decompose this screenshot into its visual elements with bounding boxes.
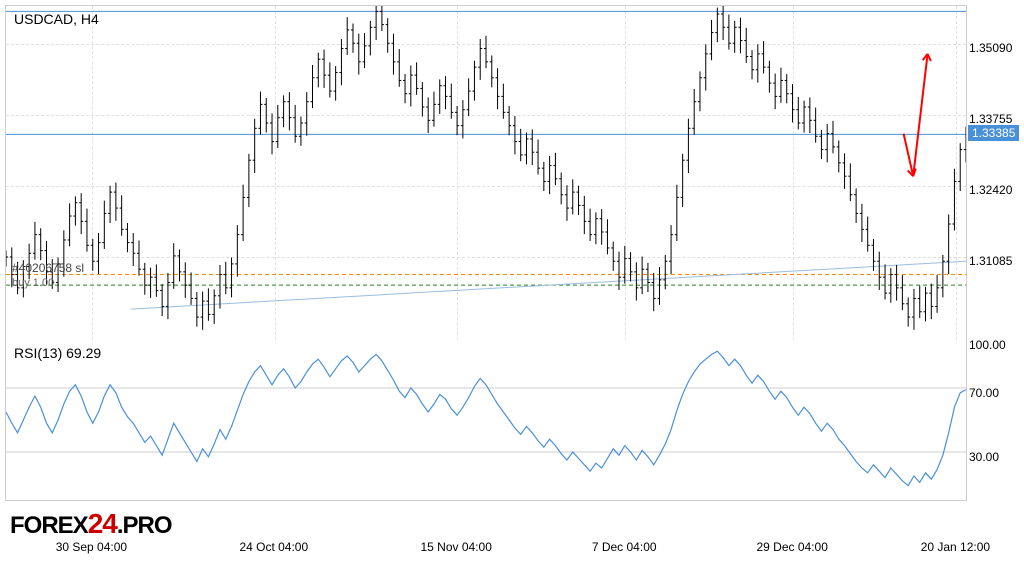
- y-tick-label: 1.35090: [969, 41, 1012, 55]
- x-tick-label: 24 Oct 04:00: [239, 540, 308, 554]
- y-tick-label: 1.31085: [969, 254, 1012, 268]
- x-tick-label: 20 Jan 12:00: [921, 540, 990, 554]
- chart-title: USDCAD, H4: [14, 11, 99, 27]
- x-tick-label: 15 Nov 04:00: [420, 540, 491, 554]
- rsi-tick-label: 70.00: [969, 386, 999, 400]
- price-candles: [6, 6, 966, 341]
- y-tick-label: 1.32420: [969, 183, 1012, 197]
- sl-label: #40206758 sl buy 1.00: [12, 261, 84, 289]
- rsi-title: RSI(13) 69.29: [14, 345, 101, 361]
- price-panel[interactable]: USDCAD, H4 #40206758 sl buy 1.00: [5, 5, 967, 342]
- rsi-line: [6, 340, 966, 500]
- x-axis: 30 Sep 04:00 24 Oct 04:00 15 Nov 04:00 7 De…: [5, 540, 1023, 570]
- x-tick-label: 7 Dec 04:00: [592, 540, 657, 554]
- logo: FOREX24.PRO: [10, 508, 172, 540]
- rsi-panel[interactable]: RSI(13) 69.29: [5, 340, 967, 501]
- y-tick-label: 1.33755: [969, 112, 1012, 126]
- forex-chart: USDCAD, H4 #40206758 sl buy 1.00 RSI(13)…: [0, 0, 1024, 577]
- x-tick-label: 30 Sep 04:00: [56, 540, 127, 554]
- x-tick-label: 29 Dec 04:00: [756, 540, 827, 554]
- rsi-tick-label: 30.00: [969, 450, 999, 464]
- y-axis: 1.35090 1.33755 1.32420 1.31085 100.00 70.00 3…: [965, 5, 1023, 500]
- current-price-box: 1.33385: [968, 125, 1019, 141]
- rsi-tick-label: 100.00: [969, 338, 1006, 352]
